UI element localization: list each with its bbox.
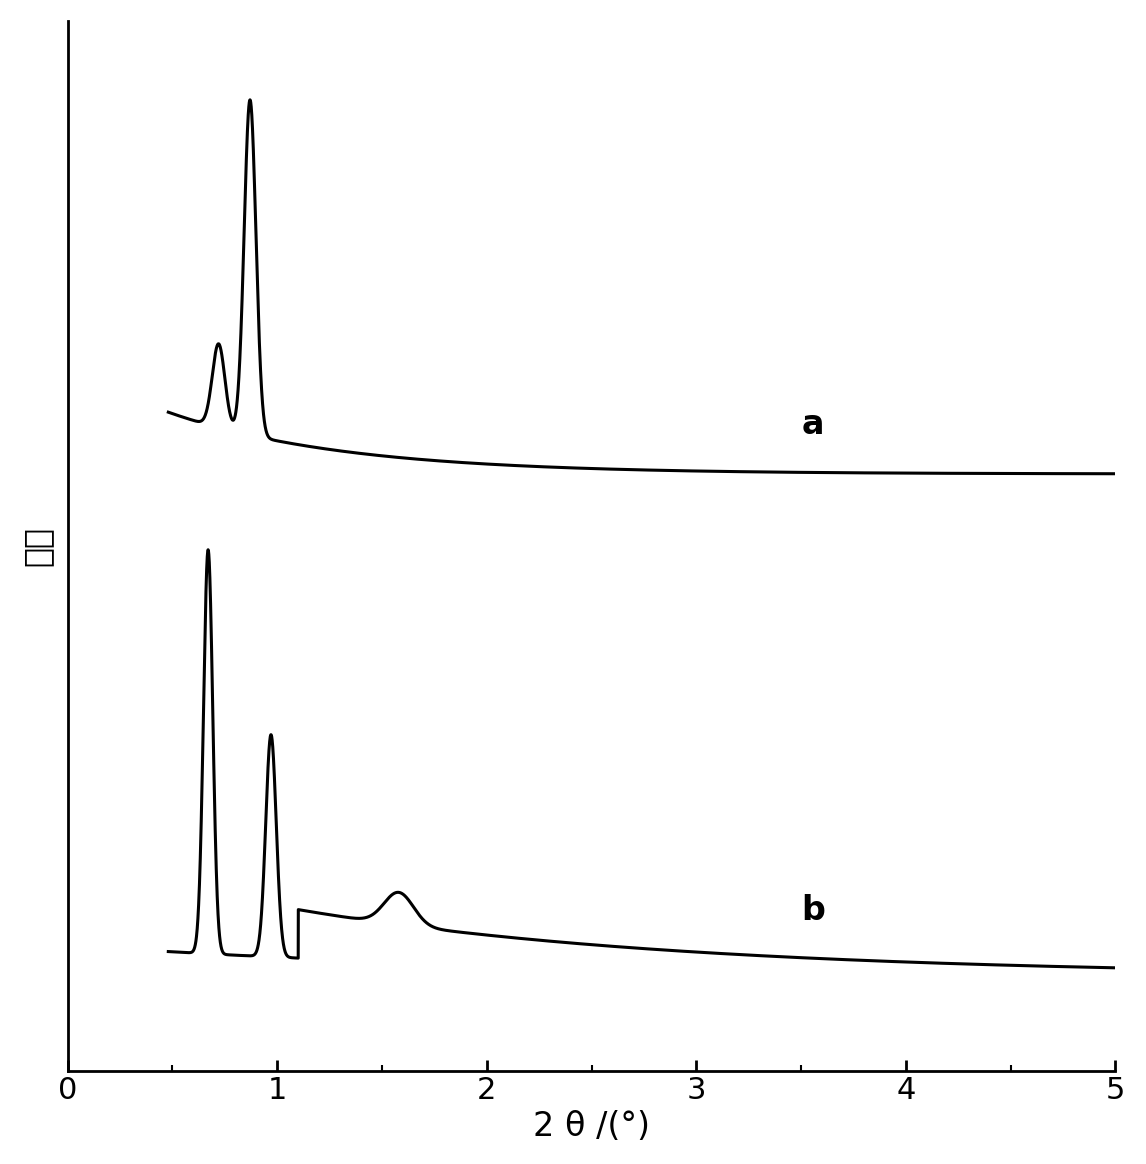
- Text: a: a: [801, 409, 824, 441]
- Text: b: b: [801, 894, 825, 927]
- X-axis label: 2 θ /(°): 2 θ /(°): [533, 1110, 650, 1143]
- Y-axis label: 强度: 强度: [21, 526, 54, 566]
